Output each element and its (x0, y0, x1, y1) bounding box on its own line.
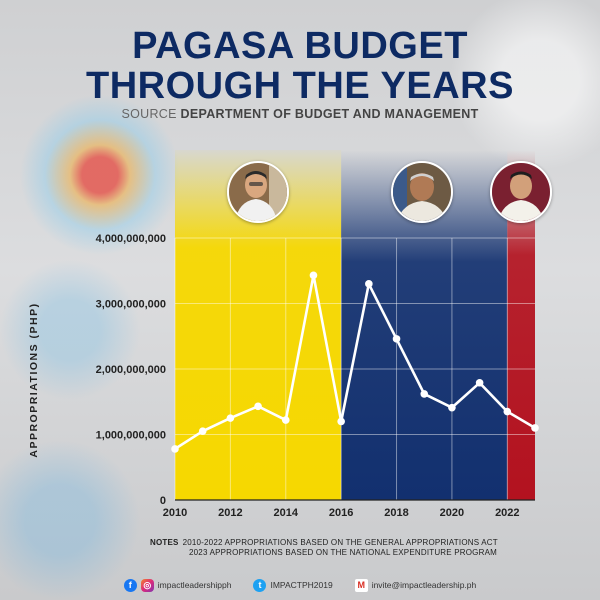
data-point (531, 424, 539, 432)
notes-block: NOTES 2010-2022 APPROPRIATIONS BASED ON T… (150, 538, 498, 558)
data-point (503, 407, 512, 416)
facebook-handle: impactleadershipph (157, 580, 232, 590)
portrait-avatar-1 (227, 161, 289, 223)
twitter-icon: t (253, 578, 267, 592)
data-point (254, 402, 262, 411)
portrait-avatar-3 (490, 161, 552, 223)
portrait-avatar-2 (391, 161, 453, 223)
email-address: invite@impactleadership.ph (371, 580, 477, 590)
y-tick-label: 2,000,000,000 (96, 364, 166, 376)
data-point (309, 271, 318, 280)
data-point (392, 335, 401, 343)
notes-line-1: 2010-2022 APPROPRIATIONS BASED ON THE GE… (182, 538, 498, 547)
data-point (226, 414, 235, 422)
data-point (365, 280, 373, 288)
footer-social: f ◎ impactleadershipph t IMPACTPH2019 M … (0, 577, 600, 593)
source-name: DEPARTMENT OF BUDGET AND MANAGEMENT (180, 107, 479, 121)
x-tick-label: 2018 (384, 507, 408, 519)
data-point (337, 417, 345, 426)
source-prefix: SOURCE (121, 107, 177, 121)
x-tick-label: 2020 (440, 507, 464, 519)
instagram-icon: ◎ (140, 578, 154, 592)
data-point (281, 416, 290, 424)
data-point (171, 445, 179, 453)
twitter-link[interactable]: t IMPACTPH2019 (253, 578, 333, 592)
gmail-icon: M (354, 578, 368, 592)
page-title: PAGASA BUDGET THROUGH THE YEARS (0, 26, 600, 106)
y-tick-label: 4,000,000,000 (96, 233, 166, 245)
x-tick-label: 2012 (218, 507, 242, 519)
facebook-link[interactable]: f ◎ impactleadershipph (123, 578, 232, 592)
source-line: SOURCE DEPARTMENT OF BUDGET AND MANAGEME… (0, 107, 600, 121)
data-point (448, 403, 456, 412)
data-point (198, 427, 207, 436)
series-line (174, 273, 536, 450)
notes-label: NOTES (150, 538, 179, 547)
facebook-icon: f (123, 578, 137, 592)
title-line-2: THROUGH THE YEARS (86, 65, 514, 107)
x-tick-label: 2016 (329, 507, 353, 519)
title-line-1: PAGASA BUDGET (132, 25, 468, 67)
twitter-handle: IMPACTPH2019 (270, 580, 333, 590)
x-tick-label: 2022 (495, 507, 519, 519)
x-tick-label: 2014 (274, 507, 299, 519)
x-tick-label: 2010 (163, 507, 187, 519)
data-point (420, 390, 429, 398)
data-point (475, 378, 484, 387)
email-link[interactable]: M invite@impactleadership.ph (354, 578, 477, 592)
y-tick-label: 3,000,000,000 (96, 299, 166, 311)
y-tick-label: 0 (160, 495, 166, 507)
y-tick-label: 1,000,000,000 (96, 430, 166, 442)
notes-line-2: 2023 APPROPRIATIONS BASED ON THE NATIONA… (189, 548, 497, 557)
